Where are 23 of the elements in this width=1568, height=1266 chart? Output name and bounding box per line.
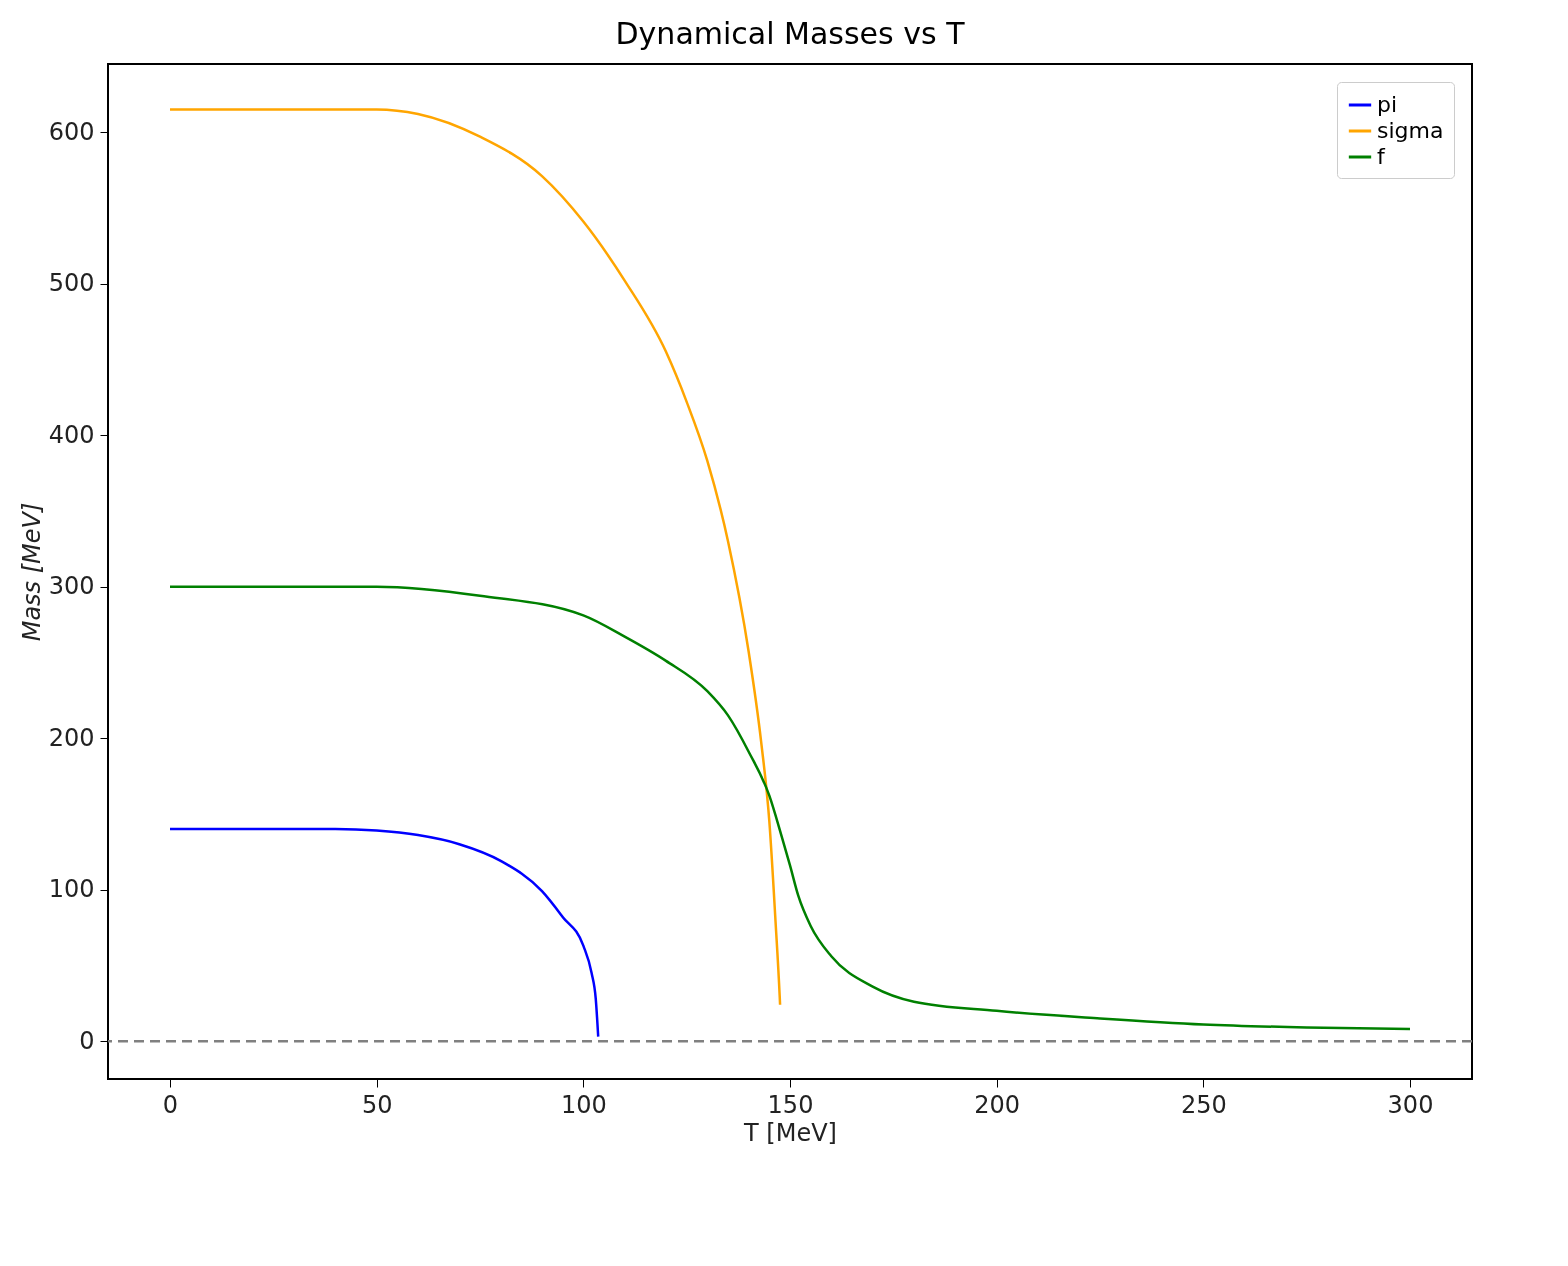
legend-label: sigma bbox=[1377, 118, 1444, 143]
y-tick-label: 400 bbox=[48, 420, 95, 449]
y-tick-label: 100 bbox=[48, 875, 95, 904]
x-tick-label: 300 bbox=[1387, 1090, 1434, 1119]
y-tick-label: 500 bbox=[48, 269, 95, 298]
y-tick-label: 600 bbox=[48, 117, 95, 146]
y-tick-label: 0 bbox=[79, 1026, 95, 1055]
legend-label: f bbox=[1377, 144, 1386, 169]
line-series bbox=[168, 585, 1412, 1031]
x-axis-title: T [MeV] bbox=[743, 1118, 837, 1147]
y-tick-label: 200 bbox=[48, 723, 95, 752]
x-tick-label: 50 bbox=[361, 1090, 393, 1119]
chart-title: Dynamical Masses vs T bbox=[615, 16, 966, 51]
x-tick-label: 200 bbox=[974, 1090, 1021, 1119]
y-axis-title: Mass [MeV] bbox=[17, 502, 46, 642]
line-series bbox=[168, 827, 600, 1038]
y-tick-label: 300 bbox=[48, 572, 95, 601]
legend-label: pi bbox=[1377, 92, 1398, 117]
x-tick-label: 250 bbox=[1180, 1090, 1227, 1119]
line-series bbox=[168, 108, 782, 1007]
x-tick-label: 100 bbox=[560, 1090, 607, 1119]
x-tick-label: 0 bbox=[162, 1090, 179, 1119]
x-tick-label: 150 bbox=[767, 1090, 814, 1119]
